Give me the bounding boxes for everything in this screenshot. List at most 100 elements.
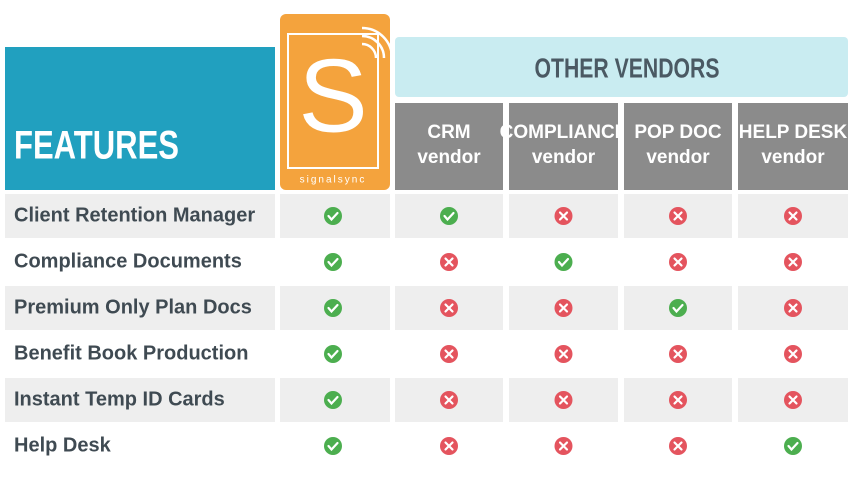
icon-circle (324, 345, 342, 363)
icon-glyph (444, 395, 454, 405)
icon-glyph (327, 257, 339, 268)
icon-glyph (444, 303, 454, 313)
feature-label: Premium Only Plan Docs (14, 296, 252, 318)
cross-icon (784, 391, 802, 409)
cross-icon (554, 345, 573, 363)
icon-glyph (444, 349, 454, 359)
check-icon (324, 299, 342, 317)
check-icon (324, 437, 342, 455)
cross-icon (669, 391, 687, 409)
icon-glyph (672, 303, 684, 314)
features-header-bg (5, 47, 275, 190)
cross-icon (784, 253, 802, 271)
icon-glyph (787, 441, 799, 452)
vendor-sub: vendor (761, 147, 825, 168)
icon-circle (440, 207, 458, 225)
feature-label: Benefit Book Production (14, 342, 248, 364)
check-icon (784, 437, 802, 455)
feature-label: Instant Temp ID Cards (14, 388, 225, 410)
cross-icon (784, 345, 802, 363)
icon-glyph (327, 303, 339, 314)
icon-glyph (788, 257, 798, 267)
features-header: FEATURES (14, 124, 179, 168)
vendor-name: CRM (427, 122, 470, 143)
cross-icon (440, 345, 458, 363)
icon-glyph (673, 349, 683, 359)
icon-glyph (788, 349, 798, 359)
vendor-header-bg (624, 103, 732, 190)
logo-bg (280, 14, 390, 190)
icon-circle (324, 437, 342, 455)
vendor-sub: vendor (646, 147, 710, 168)
logo-letter: S (298, 38, 367, 154)
feature-cell (5, 378, 275, 422)
icon-glyph (443, 211, 455, 222)
cross-icon (554, 391, 573, 409)
icon-glyph (558, 349, 569, 359)
icon-circle (324, 207, 342, 225)
icon-glyph (327, 395, 339, 406)
vendor-name: POP DOC (634, 122, 722, 143)
icon-glyph (673, 395, 683, 405)
cross-icon (554, 207, 573, 225)
icon-circle (324, 299, 342, 317)
check-icon (324, 345, 342, 363)
check-icon (669, 299, 687, 317)
cross-icon (669, 345, 687, 363)
icon-glyph (673, 441, 683, 451)
feature-cell (5, 194, 275, 238)
cross-icon (440, 437, 458, 455)
vendor-sub: vendor (532, 147, 596, 168)
icon-circle (784, 437, 802, 455)
feature-cell (5, 332, 275, 376)
logo-name: signalsync (300, 175, 367, 186)
cross-icon (669, 207, 687, 225)
feature-label: Help Desk (14, 434, 112, 456)
icon-circle (554, 253, 573, 271)
icon-circle (324, 253, 342, 271)
vendor-header-bg (738, 103, 848, 190)
icon-glyph (327, 441, 339, 452)
icon-glyph (673, 211, 683, 221)
icon-glyph (788, 303, 798, 313)
feature-cell (5, 240, 275, 284)
cross-icon (440, 299, 458, 317)
feature-label: Compliance Documents (14, 250, 242, 272)
icon-glyph (558, 211, 569, 221)
cross-icon (784, 207, 802, 225)
icon-glyph (558, 441, 569, 451)
check-icon (324, 253, 342, 271)
icon-glyph (673, 257, 683, 267)
vendor-header-bg (509, 103, 618, 190)
check-icon (554, 253, 573, 271)
cross-icon (669, 253, 687, 271)
vendor-sub: vendor (417, 147, 481, 168)
cross-icon (554, 437, 573, 455)
check-icon (324, 391, 342, 409)
cross-icon (440, 391, 458, 409)
icon-circle (669, 299, 687, 317)
cross-icon (440, 253, 458, 271)
feature-cell (5, 286, 275, 330)
cross-icon (784, 299, 802, 317)
cross-icon (669, 437, 687, 455)
icon-glyph (444, 257, 454, 267)
vendors-header-bg (395, 37, 848, 97)
feature-cell (5, 424, 275, 468)
icon-circle (324, 391, 342, 409)
icon-glyph (558, 395, 569, 405)
icon-glyph (327, 211, 339, 222)
check-icon (324, 207, 342, 225)
table-body: CRM vendor COMPLIANCE vendor POP DOC vendor HE… (5, 103, 848, 468)
vendor-header-bg (395, 103, 503, 190)
icon-glyph (444, 441, 454, 451)
cross-icon (554, 299, 573, 317)
icon-glyph (788, 395, 798, 405)
vendor-name: HELP DESK (739, 122, 848, 143)
check-icon (440, 207, 458, 225)
vendors-header: OTHER VENDORS (535, 52, 720, 83)
logo-frame (287, 33, 379, 169)
icon-glyph (557, 257, 570, 268)
feature-label: Client Retention Manager (14, 204, 255, 226)
